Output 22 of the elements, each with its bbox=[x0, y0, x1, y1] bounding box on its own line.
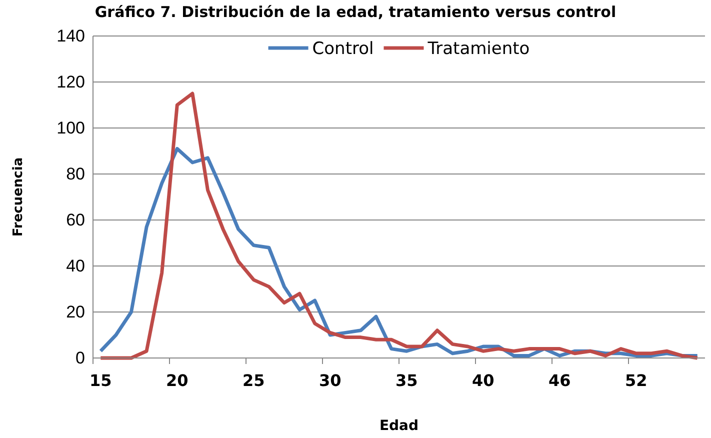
x-tick-label: 15 bbox=[90, 371, 112, 390]
y-tick-label: 60 bbox=[66, 210, 85, 230]
x-axis-title: Edad bbox=[379, 418, 419, 434]
line-series bbox=[98, 92, 700, 360]
x-tick-label: 35 bbox=[396, 371, 418, 390]
x-tick-label: 30 bbox=[319, 371, 342, 390]
legend-label: Tratamiento bbox=[426, 39, 530, 59]
y-tick-label: 120 bbox=[56, 72, 85, 92]
legend-label: Control bbox=[312, 39, 374, 59]
x-tick-label: 25 bbox=[242, 371, 265, 390]
y-tick-label: 100 bbox=[56, 118, 85, 138]
y-tick-label: 0 bbox=[76, 348, 85, 368]
x-tick-label: 40 bbox=[472, 371, 494, 390]
y-tick-label: 80 bbox=[66, 164, 85, 184]
y-axis-title: Frecuencia bbox=[11, 157, 26, 237]
x-tick-label: 20 bbox=[166, 371, 188, 390]
x-tick-label: 46 bbox=[548, 371, 571, 390]
y-tick-label: 40 bbox=[66, 256, 85, 276]
chart-title: Gráfico 7. Distribución de la edad, tratamiento versus control bbox=[94, 3, 616, 21]
y-tick-label: 140 bbox=[56, 26, 85, 46]
x-tick-label: 52 bbox=[625, 371, 648, 390]
y-tick-label: 20 bbox=[66, 302, 85, 322]
